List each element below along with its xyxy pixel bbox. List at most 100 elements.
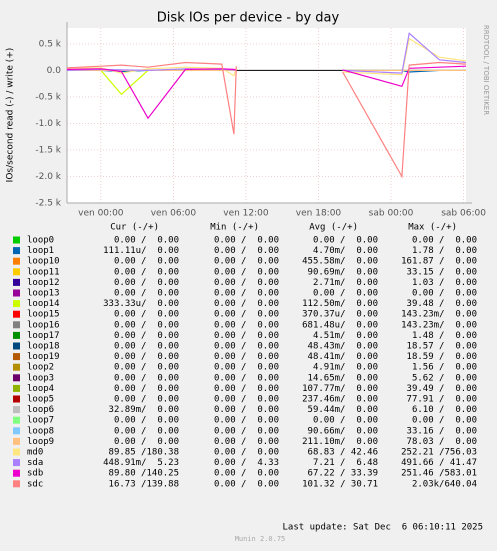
legend-cell: 0.00 / 0.00 xyxy=(214,236,279,246)
legend-cell: 33.16 / 0.00 xyxy=(407,426,477,436)
x-tick-label: sab 00:00 xyxy=(369,209,414,219)
legend-cell: 77.91 / 0.00 xyxy=(407,395,477,405)
legend-swatch xyxy=(13,416,20,424)
legend-swatch xyxy=(13,247,20,255)
legend-cell: 0.00 / 0.00 xyxy=(214,257,279,267)
legend-cell: 4.91m/ 0.00 xyxy=(313,363,378,373)
legend-cell: 0.00 / 0.00 xyxy=(114,257,179,267)
legend-label: loop13 xyxy=(27,289,60,299)
legend-cell: 0.00 / 0.00 xyxy=(214,416,279,426)
legend-cell: 0.00 / 0.00 xyxy=(214,448,279,458)
legend-swatch xyxy=(13,363,20,371)
legend-cell: 681.48u/ 0.00 xyxy=(302,320,378,330)
legend-cell: 6.10 / 0.00 xyxy=(412,405,477,415)
legend-cell: 90.66m/ 0.00 xyxy=(308,426,378,436)
legend-label: md0 xyxy=(27,448,43,458)
legend-label: loop9 xyxy=(27,437,54,447)
legend-swatch xyxy=(13,480,20,488)
legend-cell: 0.00 / 0.00 xyxy=(114,267,179,277)
legend-cell: 78.03 / 0.00 xyxy=(407,437,477,447)
legend-swatch xyxy=(13,236,20,244)
y-axis-label: IOs/second read (-) / write (+) xyxy=(6,48,16,183)
legend-swatch xyxy=(13,384,20,392)
legend-cell: 101.32 / 30.71 xyxy=(302,479,378,489)
series-line xyxy=(66,61,467,179)
legend-header: Min (-/+) xyxy=(210,223,259,233)
legend-swatch xyxy=(13,448,20,456)
legend-cell: 0.00 / 0.00 xyxy=(114,426,179,436)
legend-cell: 0.00 / 0.00 xyxy=(114,342,179,352)
legend-cell: 0.00 / 0.00 xyxy=(114,236,179,246)
legend-cell: 0.00 / 0.00 xyxy=(412,289,477,299)
legend-cell: 0.00 / 0.00 xyxy=(214,479,279,489)
legend-cell: 0.00 / 0.00 xyxy=(114,278,179,288)
legend-swatch xyxy=(13,289,20,297)
legend-label: loop3 xyxy=(27,373,54,383)
plot-area xyxy=(67,28,466,203)
legend-cell: 107.77m/ 0.00 xyxy=(302,384,378,394)
legend-cell: 112.50m/ 0.00 xyxy=(302,299,378,309)
legend-cell: 7.21 / 6.48 xyxy=(313,458,378,468)
legend-cell: 143.23m/ 0.00 xyxy=(401,310,477,320)
legend-cell: 89.85 /180.38 xyxy=(109,448,179,458)
legend-cell: 0.00 / 0.00 xyxy=(114,320,179,330)
legend-cell: 143.23m/ 0.00 xyxy=(401,320,477,330)
legend-cell: 0.00 / 0.00 xyxy=(214,384,279,394)
legend-header: Max (-/+) xyxy=(408,223,457,233)
legend-cell: 448.91m/ 5.23 xyxy=(103,458,179,468)
legend-label: loop15 xyxy=(27,310,60,320)
legend-label: loop19 xyxy=(27,352,60,362)
legend-cell: 0.00 / 0.00 xyxy=(114,437,179,447)
legend-cell: 0.00 / 0.00 xyxy=(214,267,279,277)
y-tick-label: 0.5 k xyxy=(39,39,62,49)
legend-cell: 0.00 / 0.00 xyxy=(114,416,179,426)
legend-cell: 0.00 / 0.00 xyxy=(214,246,279,256)
footer-version: Munin 2.0.75 xyxy=(235,535,286,543)
legend-swatch xyxy=(13,374,20,382)
legend-cell: 0.00 / 0.00 xyxy=(313,236,378,246)
legend-cell: 33.15 / 0.00 xyxy=(407,267,477,277)
legend-swatch xyxy=(13,395,20,403)
legend-cell: 68.83 / 42.46 xyxy=(308,448,378,458)
legend-swatch xyxy=(13,469,20,477)
legend-cell: 161.87 / 0.00 xyxy=(401,257,477,267)
legend-cell: 14.65m/ 0.00 xyxy=(308,373,378,383)
legend-label: loop5 xyxy=(27,395,54,405)
legend-cell: 0.00 / 0.00 xyxy=(214,278,279,288)
legend-cell: 0.00 / 0.00 xyxy=(214,373,279,383)
legend-cell: 39.48 / 0.00 xyxy=(407,299,477,309)
legend-cell: 0.00 / 0.00 xyxy=(214,320,279,330)
legend-cell: 0.00 / 0.00 xyxy=(214,299,279,309)
legend-swatch xyxy=(13,321,20,329)
legend-cell: 0.00 / 0.00 xyxy=(114,310,179,320)
legend-cell: 111.11u/ 0.00 xyxy=(103,246,179,256)
legend-cell: 0.00 / 0.00 xyxy=(214,469,279,479)
legend-label: loop6 xyxy=(27,405,54,415)
legend-cell: 0.00 / 4.33 xyxy=(214,458,279,468)
y-tick-label: -1.0 k xyxy=(35,119,61,129)
legend-label: sdc xyxy=(27,479,43,489)
legend-header: Cur (-/+) xyxy=(110,223,159,233)
legend-cell: 18.59 / 0.00 xyxy=(407,352,477,362)
legend-cell: 0.00 / 0.00 xyxy=(313,289,378,299)
legend-cell: 1.03 / 0.00 xyxy=(412,278,477,288)
legend-cell: 90.69m/ 0.00 xyxy=(308,267,378,277)
legend-cell: 1.78 / 0.00 xyxy=(412,246,477,256)
legend-cell: 0.00 / 0.00 xyxy=(214,310,279,320)
legend-swatch xyxy=(13,353,20,361)
legend-label: loop1 xyxy=(27,246,54,256)
legend-cell: 251.46 /583.01 xyxy=(401,469,477,479)
legend-cell: 1.48 / 0.00 xyxy=(412,331,477,341)
legend-label: loop17 xyxy=(27,331,60,341)
legend-swatch xyxy=(13,406,20,414)
legend-cell: 32.89m/ 0.00 xyxy=(109,405,179,415)
legend-cell: 0.00 / 0.00 xyxy=(214,352,279,362)
legend-label: loop16 xyxy=(27,320,60,330)
legend-swatch xyxy=(13,268,20,276)
legend-cell: 0.00 / 0.00 xyxy=(114,363,179,373)
legend-cell: 211.10m/ 0.00 xyxy=(302,437,378,447)
legend-cell: 491.66 / 41.47 xyxy=(401,458,477,468)
legend-cell: 0.00 / 0.00 xyxy=(114,395,179,405)
legend-cell: 48.43m/ 0.00 xyxy=(308,342,378,352)
legend-header: Avg (-/+) xyxy=(309,223,358,233)
